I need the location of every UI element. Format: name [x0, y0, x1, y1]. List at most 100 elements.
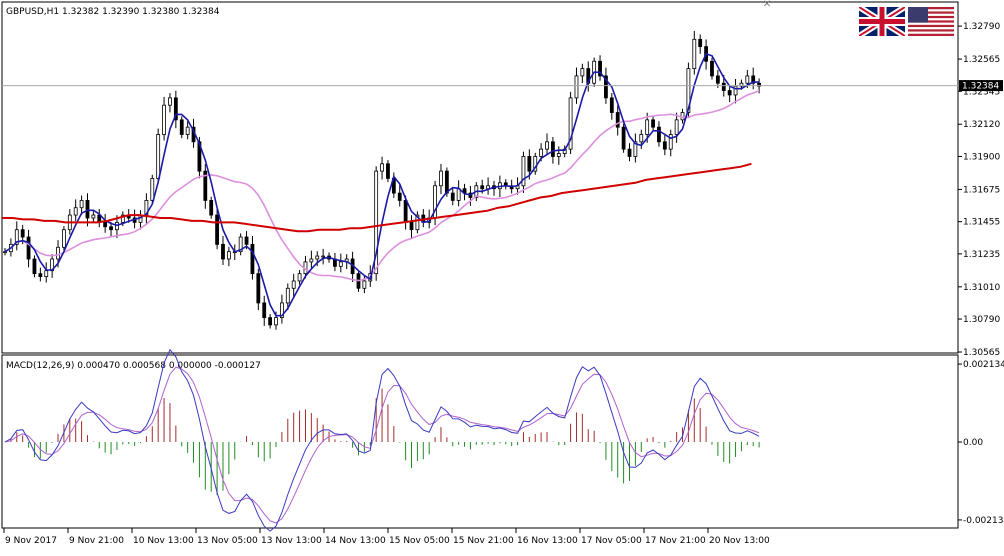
candle-body [545, 141, 549, 150]
symbol-header: GBPUSD,H1 1.32382 1.32390 1.32380 1.3238… [6, 7, 220, 17]
candle-body [556, 153, 561, 157]
candle-body [209, 200, 214, 216]
candle-body [456, 188, 461, 201]
candle-body [291, 280, 296, 289]
price-tick-label: 1.32565 [963, 55, 1000, 65]
candle-body [26, 236, 31, 260]
candle-body [386, 163, 390, 179]
candle-body [32, 258, 37, 275]
candle-body [179, 119, 184, 135]
candle-body [657, 126, 661, 143]
candle-body [103, 221, 108, 228]
time-tick-label: 13 Nov 05:00 [197, 536, 258, 546]
candle-body [20, 229, 25, 238]
gbp-flag-icon [859, 7, 905, 36]
candle-body [268, 317, 273, 326]
macd-signal-line [4, 366, 760, 524]
price-tick-label: 1.30790 [963, 315, 1000, 325]
candle-body [727, 90, 732, 96]
candle-body [651, 119, 655, 128]
time-tick-label: 10 Nov 13:00 [133, 536, 194, 546]
candle-body [156, 134, 161, 179]
candle-body [521, 156, 526, 187]
candle-body [338, 261, 343, 267]
candle-body [745, 75, 750, 84]
candle-body [38, 273, 43, 277]
candle-body [250, 243, 255, 275]
macd-lines-layer [4, 348, 760, 532]
candle-body [686, 68, 691, 113]
price-pane-frame [1, 1, 959, 354]
usd-flag-icon [908, 7, 954, 36]
candle-body [91, 214, 96, 219]
candle-body [715, 75, 720, 84]
ma-slow-line [2, 162, 752, 233]
candle-body [56, 246, 60, 260]
candle-body [580, 68, 585, 77]
candle-body [674, 119, 679, 135]
macd-axis: 0.002134 0.00 -0.002134 [958, 360, 1004, 526]
candle-body [409, 221, 414, 231]
candle-body [615, 112, 620, 128]
candle-body [439, 170, 443, 187]
candle-body [574, 75, 579, 99]
candle-body [380, 163, 384, 172]
candle-body [109, 226, 113, 231]
time-tick-label: 9 Nov 2017 [5, 536, 57, 546]
candle-body [44, 270, 49, 277]
candle-body [539, 148, 544, 157]
close-icon[interactable]: ✕ [762, 0, 772, 10]
ma-fast-line [4, 52, 760, 317]
price-tick-label: 1.31235 [963, 250, 1000, 260]
price-tick-label: 1.31675 [963, 185, 1000, 195]
candle-body [238, 236, 243, 253]
time-tick-label: 15 Nov 05:00 [389, 536, 450, 546]
price-tick-label: 1.32345 [963, 87, 1000, 97]
candle-body [450, 192, 455, 201]
candle-body [185, 126, 190, 135]
price-tick-label: 1.30565 [963, 348, 1000, 358]
candle-body [203, 170, 208, 201]
candle-body [297, 273, 302, 282]
candle-body [226, 251, 231, 260]
candle-body [621, 126, 626, 150]
macd-tick-label: 0.002134 [963, 360, 1004, 370]
candle-body [150, 178, 155, 201]
candle-body [739, 82, 744, 87]
time-tick-label: 15 Nov 21:00 [453, 536, 514, 546]
candle-body [527, 156, 532, 172]
candle-body [609, 97, 614, 113]
candle-body [374, 170, 379, 275]
candle-body [627, 148, 632, 157]
candle-body [733, 85, 738, 96]
candle-body [444, 170, 449, 194]
candle-body [79, 200, 84, 209]
candle-body [397, 192, 402, 201]
candle-body [215, 214, 219, 245]
macd-histogram-layer [10, 388, 760, 495]
price-tick-label: 1.31900 [963, 152, 1000, 162]
moving-averages-layer [2, 52, 760, 317]
macd-header: MACD(12,26,9) 0.000470 0.000568 0.000000… [6, 361, 261, 371]
candle-body [598, 60, 602, 77]
candle-body [62, 229, 66, 248]
candle-body [403, 200, 408, 223]
candle-body [568, 97, 573, 150]
macd-tick-label: -0.002134 [963, 516, 1004, 526]
candle-body [14, 229, 19, 245]
candle-body [85, 200, 90, 219]
candle-body [120, 214, 125, 223]
candle-body [315, 255, 320, 260]
candle-body [173, 97, 178, 121]
candle-body [321, 255, 326, 258]
candle-body [698, 38, 703, 48]
ma-mid-line [4, 89, 760, 282]
candle-body [221, 243, 225, 260]
current-price-label: 1.32384 [962, 82, 999, 92]
candle-body [262, 302, 267, 318]
macd-tick-label: 0.00 [963, 438, 983, 448]
candle-body [633, 141, 638, 157]
